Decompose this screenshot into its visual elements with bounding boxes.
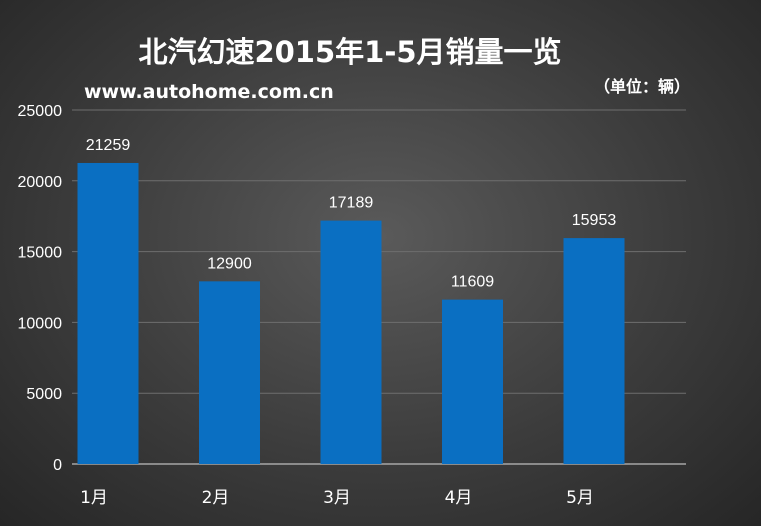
bar-5 bbox=[563, 238, 625, 464]
data-label-2: 12900 bbox=[207, 255, 252, 272]
y-tick-label: 10000 bbox=[18, 315, 63, 332]
x-category-label-5: 5月 bbox=[566, 488, 594, 508]
x-category-label-1: 1月 bbox=[80, 488, 108, 508]
y-tick-label: 0 bbox=[53, 457, 62, 474]
bar-1 bbox=[77, 162, 139, 464]
bars bbox=[77, 162, 625, 464]
y-tick-label: 20000 bbox=[18, 174, 63, 191]
x-category-label-4: 4月 bbox=[445, 488, 473, 508]
data-label-5: 15953 bbox=[572, 212, 617, 229]
x-category-label-2: 2月 bbox=[202, 488, 230, 508]
data-label-1: 21259 bbox=[86, 137, 131, 154]
x-axis-categories: 1月 2月 3月 4月 5月 bbox=[80, 488, 594, 508]
x-category-label-3: 3月 bbox=[323, 488, 351, 508]
data-labels: 21259 12900 17189 11609 15953 bbox=[86, 137, 617, 291]
y-tick-label: 15000 bbox=[18, 245, 63, 262]
data-label-3: 17189 bbox=[329, 195, 374, 212]
data-label-4: 11609 bbox=[451, 274, 494, 291]
bar-2 bbox=[199, 281, 260, 464]
y-tick-label: 25000 bbox=[18, 103, 63, 120]
bar-3 bbox=[320, 220, 382, 464]
y-axis-ticks: 0 5000 10000 15000 20000 25000 bbox=[18, 103, 63, 474]
chart-title: 北汽幻速2015年1-5月销量一览 bbox=[138, 35, 561, 69]
bar-4 bbox=[442, 299, 503, 464]
source-website: www.autohome.com.cn bbox=[84, 81, 334, 103]
unit-note: （单位：辆） bbox=[594, 77, 690, 96]
y-tick-label: 5000 bbox=[26, 386, 62, 403]
